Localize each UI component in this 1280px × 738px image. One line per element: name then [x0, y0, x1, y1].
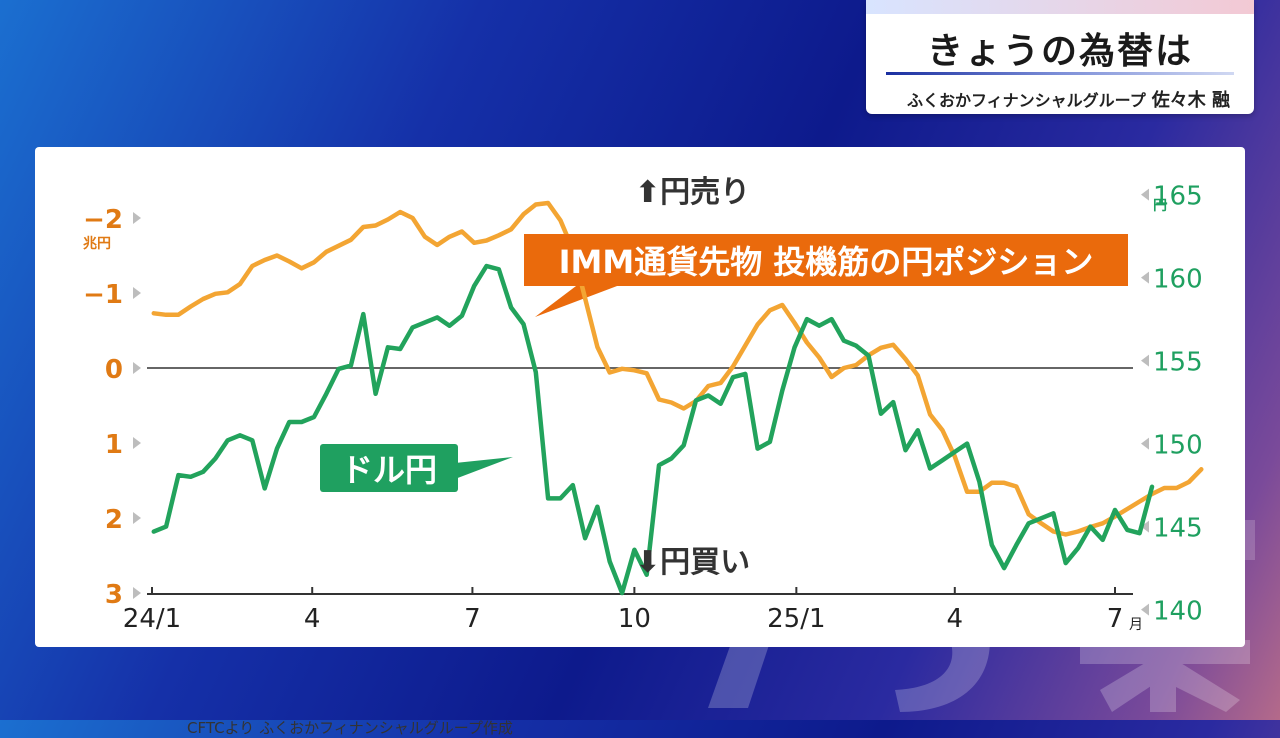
right-tick-label: 145 [1153, 514, 1203, 544]
right-tick-label: 150 [1153, 431, 1203, 461]
left-tick-label: −1 [83, 280, 123, 310]
right-tick-marker-icon [1141, 437, 1149, 450]
right-tick-label: 165 [1153, 182, 1203, 212]
right-tick-label: 160 [1153, 265, 1203, 295]
presenter-organization: ふくおかフィナンシャルグループ [906, 91, 1146, 110]
left-tick-label: 2 [105, 505, 123, 535]
up-arrow-icon: ⬆ [635, 175, 661, 210]
dual-axis-line-chart: −2 −1 0 1 2 3 140 145 150 155 160 165 24/1 4 7 10 25/1 4 7… [83, 182, 1204, 634]
presenter-credit: ふくおかフィナンシャルグループ 佐々木 融 [907, 86, 1230, 112]
left-tick-label: 0 [105, 355, 123, 385]
yen-sell-label: 円売り [660, 175, 751, 210]
left-axis-unit: 兆円 [83, 236, 111, 252]
left-tick-marker-icon [133, 362, 141, 374]
left-tick-marker-icon [133, 287, 141, 299]
left-tick-label: −2 [83, 205, 123, 235]
series-label-usdjpy: ドル円 [320, 444, 458, 492]
left-tick-marker-icon [133, 587, 141, 599]
series-label-yen-position: IMM通貨先物 投機筋の円ポジション [524, 234, 1128, 286]
chart-panel: −2 −1 0 1 2 3 140 145 150 155 160 165 24/1 4 7 10 25/1 4 7… [35, 147, 1245, 737]
position-label-pointer [535, 283, 625, 317]
usdjpy-line [151, 263, 1155, 596]
right-tick-marker-icon [1141, 354, 1149, 367]
right-tick-marker-icon [1141, 603, 1149, 616]
right-tick-marker-icon [1141, 271, 1149, 284]
left-tick-marker-icon [133, 512, 141, 524]
presenter-name: 佐々木 融 [1151, 90, 1230, 111]
x-tick-label: 25/1 [767, 604, 825, 634]
program-title-box: きょうの為替は ふくおかフィナンシャルグループ 佐々木 融 [866, 0, 1254, 114]
x-tick-label: 7 [464, 604, 481, 634]
right-axis-unit: 円 [1153, 198, 1167, 214]
x-tick-label: 7 [1107, 604, 1124, 634]
right-tick-label: 140 [1153, 597, 1203, 627]
right-tick-marker-icon [1141, 188, 1149, 201]
yen-buy-annotation: ⬇円買い [635, 537, 750, 581]
yen-sell-annotation: ⬆円売り [635, 167, 750, 211]
month-suffix-label: 月 [1129, 617, 1143, 633]
title-accent-bar [866, 0, 1254, 14]
x-tick-label: 4 [947, 604, 964, 634]
program-title: きょうの為替は [926, 31, 1193, 72]
right-tick-label: 155 [1153, 348, 1203, 378]
x-tick-label: 24/1 [123, 604, 181, 634]
yen-buy-label: 円買い [660, 545, 751, 580]
title-divider [886, 72, 1234, 75]
left-tick-label: 1 [105, 430, 123, 460]
left-tick-label: 3 [105, 580, 123, 610]
usdjpy-label-pointer [455, 457, 513, 479]
data-source-note: CFTCより ふくおかフィナンシャルグループ作成 [187, 719, 513, 737]
x-tick-label: 4 [304, 604, 321, 634]
yen-position-line [151, 200, 1204, 537]
right-tick-marker-icon [1141, 520, 1149, 533]
left-tick-marker-icon [133, 437, 141, 449]
left-tick-marker-icon [133, 212, 141, 224]
x-tick-label: 10 [618, 604, 651, 634]
down-arrow-icon: ⬇ [635, 545, 661, 580]
